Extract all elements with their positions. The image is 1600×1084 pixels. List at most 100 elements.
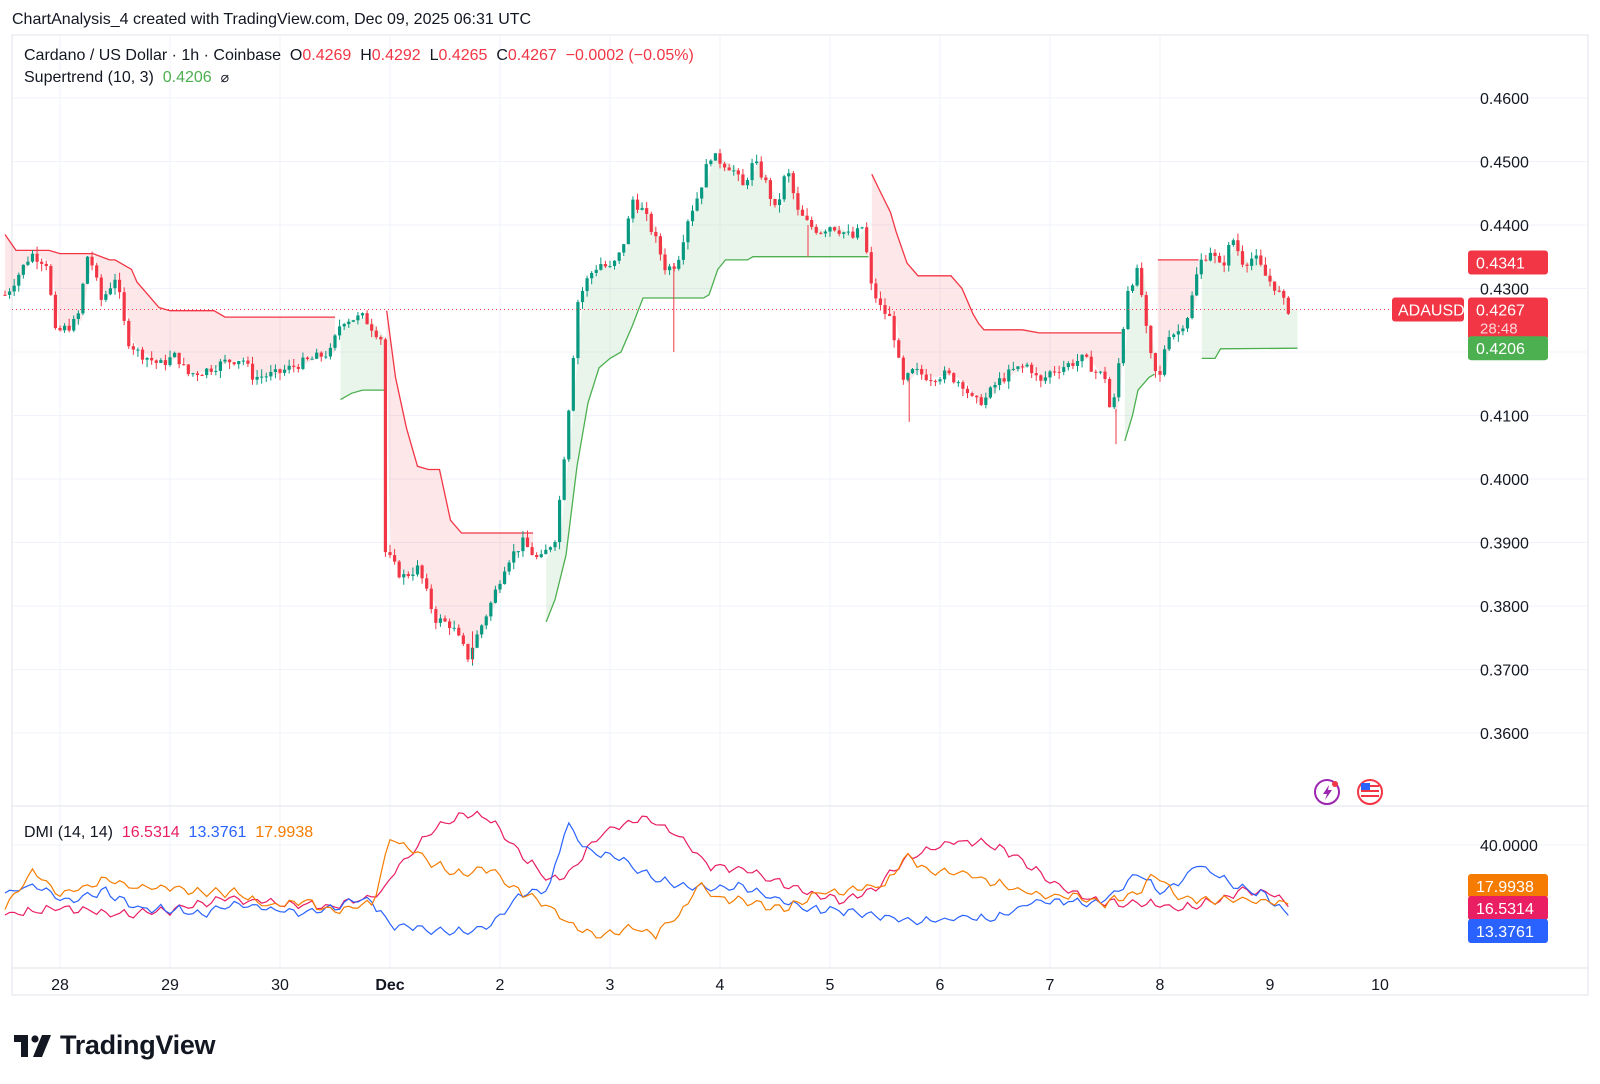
- candle-up: [787, 173, 791, 177]
- candle-down: [461, 635, 465, 645]
- candle-up: [12, 285, 16, 292]
- candle-down: [246, 360, 250, 364]
- candle-up: [1130, 285, 1135, 291]
- dmi-name: DMI (14, 14): [24, 824, 113, 841]
- candle-down: [227, 359, 232, 363]
- candle-down: [535, 555, 539, 558]
- candle-up: [1172, 334, 1176, 338]
- hidden-eye-icon[interactable]: ⌀: [220, 69, 230, 85]
- candle-up: [984, 397, 988, 406]
- dmi-adx-badge: 17.9938: [1468, 874, 1548, 898]
- candle-up: [310, 358, 314, 360]
- supertrend-up-line: [1124, 373, 1155, 442]
- candle-down: [736, 170, 740, 175]
- candle-down: [1103, 371, 1107, 380]
- candle-up: [62, 325, 67, 331]
- candle-up: [842, 232, 846, 234]
- candle-up: [521, 537, 525, 552]
- candle-up: [782, 176, 786, 200]
- candle-down: [1240, 251, 1245, 265]
- candle-down: [90, 256, 94, 266]
- candle-down: [1071, 363, 1075, 366]
- open-label: O: [289, 47, 303, 64]
- candle-up: [1112, 397, 1116, 408]
- candle-up: [576, 302, 580, 359]
- tradingview-logo[interactable]: TradingView: [14, 1030, 216, 1061]
- candle-down: [58, 328, 62, 331]
- supertrend-value: 0.4206: [162, 69, 212, 86]
- candle-up: [85, 256, 90, 284]
- candle-down: [929, 380, 933, 382]
- dmi-plus-badge-text: 16.5314: [1476, 901, 1534, 918]
- candle-down: [773, 198, 777, 206]
- dmi-minus-badge: 13.3761: [1468, 919, 1548, 943]
- candle-down: [961, 382, 965, 389]
- candle-up: [667, 266, 672, 271]
- ticker-badge-text: ADAUSD: [1398, 302, 1465, 319]
- candle-up: [1016, 366, 1020, 369]
- candle-up: [713, 153, 718, 161]
- dmi-adx-value: 17.9938: [255, 824, 314, 841]
- candle-up: [512, 551, 516, 563]
- flash-event-icon[interactable]: [1314, 779, 1340, 805]
- symbol-name: Cardano / US Dollar · 1h · Coinbase: [24, 47, 282, 64]
- dmi-tick-label: 40.0000: [1480, 838, 1538, 855]
- candle-up: [1185, 318, 1190, 329]
- candle-down: [1213, 252, 1217, 256]
- price-tick-label: 0.4300: [1480, 282, 1529, 299]
- supertrend-high-badge-text: 0.4341: [1476, 255, 1525, 272]
- time-tick-label: Dec: [375, 977, 404, 994]
- candle-up: [622, 244, 626, 253]
- candle-down: [952, 373, 956, 383]
- candle-down: [920, 368, 924, 375]
- us-flag-event-icon-partial[interactable]: [1482, 780, 1506, 804]
- candle-down: [649, 213, 653, 232]
- us-flag-event-icon[interactable]: [1357, 779, 1383, 805]
- candle-up: [159, 360, 163, 363]
- candle-down: [95, 265, 99, 278]
- high-label: H: [360, 47, 372, 64]
- candle-down: [1259, 255, 1263, 265]
- candle-down: [49, 266, 53, 295]
- candle-down: [814, 226, 818, 233]
- candle-up: [681, 242, 685, 260]
- candle-up: [498, 583, 502, 590]
- candle-down: [897, 340, 901, 358]
- candle-up: [351, 320, 355, 322]
- candle-up: [677, 259, 681, 269]
- candle-down: [292, 365, 296, 367]
- candle-up: [502, 571, 507, 584]
- candle-down: [365, 313, 369, 325]
- candle-down: [1286, 297, 1290, 314]
- candle-up: [516, 551, 520, 553]
- dmi-legend[interactable]: DMI (14, 14) 16.5314 13.3761 17.9938: [24, 824, 313, 842]
- candle-up: [507, 562, 511, 572]
- candle-down: [374, 330, 378, 338]
- tradingview-logo-text: TradingView: [60, 1030, 216, 1060]
- candle-up: [260, 376, 264, 378]
- countdown-badge-text: 28:48: [1480, 320, 1518, 337]
- supertrend-legend[interactable]: Supertrend (10, 3) 0.4206 ⌀: [24, 69, 229, 87]
- candle-down: [722, 163, 727, 168]
- candle-up: [136, 349, 140, 351]
- candle-up: [1043, 377, 1048, 381]
- change-value: −0.0002 (−0.05%): [565, 47, 694, 64]
- candle-down: [232, 362, 236, 365]
- candle-down: [1158, 371, 1162, 375]
- candle-down: [140, 349, 145, 360]
- time-tick-label: 6: [936, 977, 945, 994]
- candle-up: [1098, 371, 1103, 373]
- candle-down: [635, 199, 640, 210]
- symbol-legend[interactable]: Cardano / US Dollar · 1h · Coinbase O0.4…: [24, 47, 694, 65]
- candle-up: [828, 227, 832, 232]
- candle-up: [612, 260, 617, 267]
- candle-down: [195, 373, 200, 376]
- candle-up: [1062, 367, 1066, 372]
- candle-up: [695, 198, 699, 211]
- candle-down: [434, 609, 438, 623]
- price-tick-label: 0.3700: [1480, 663, 1529, 680]
- candle-up: [241, 360, 245, 362]
- chart-attribution: ChartAnalysis_4 created with TradingView…: [12, 11, 532, 28]
- candle-down: [1236, 240, 1240, 252]
